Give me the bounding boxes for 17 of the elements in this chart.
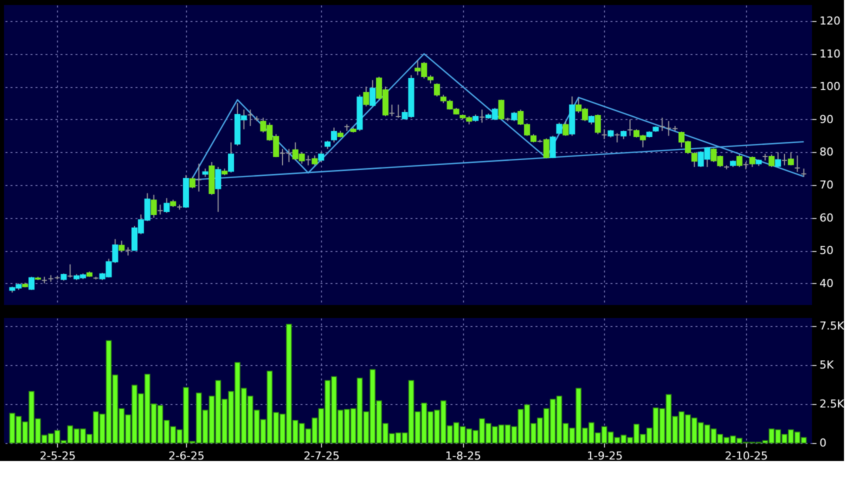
y-tick-label: 50: [820, 244, 834, 258]
x-tick-label: 2-10-25: [724, 450, 768, 462]
y-tick-label: 90: [820, 112, 834, 126]
y-tick-label: 40: [820, 276, 834, 290]
y-tick-label: 100: [820, 80, 840, 94]
x-tick-label: 1-9-25: [586, 450, 623, 462]
y-tick-label: 60: [820, 211, 834, 224]
y-tick-label: 80: [820, 146, 834, 159]
y-tick-label: 0: [820, 436, 826, 450]
y-tick-label: 120: [820, 14, 840, 28]
x-tick-label: 2-5-25: [40, 450, 76, 462]
x-tick-label: 2-7-25: [304, 450, 340, 462]
x-tick-label: 2-6-25: [168, 450, 204, 462]
y-tick-label: 70: [820, 178, 834, 192]
y-tick-label: 110: [820, 47, 840, 60]
x-tick-label: 1-8-25: [445, 450, 482, 462]
y-tick-label: 5K: [820, 358, 834, 372]
